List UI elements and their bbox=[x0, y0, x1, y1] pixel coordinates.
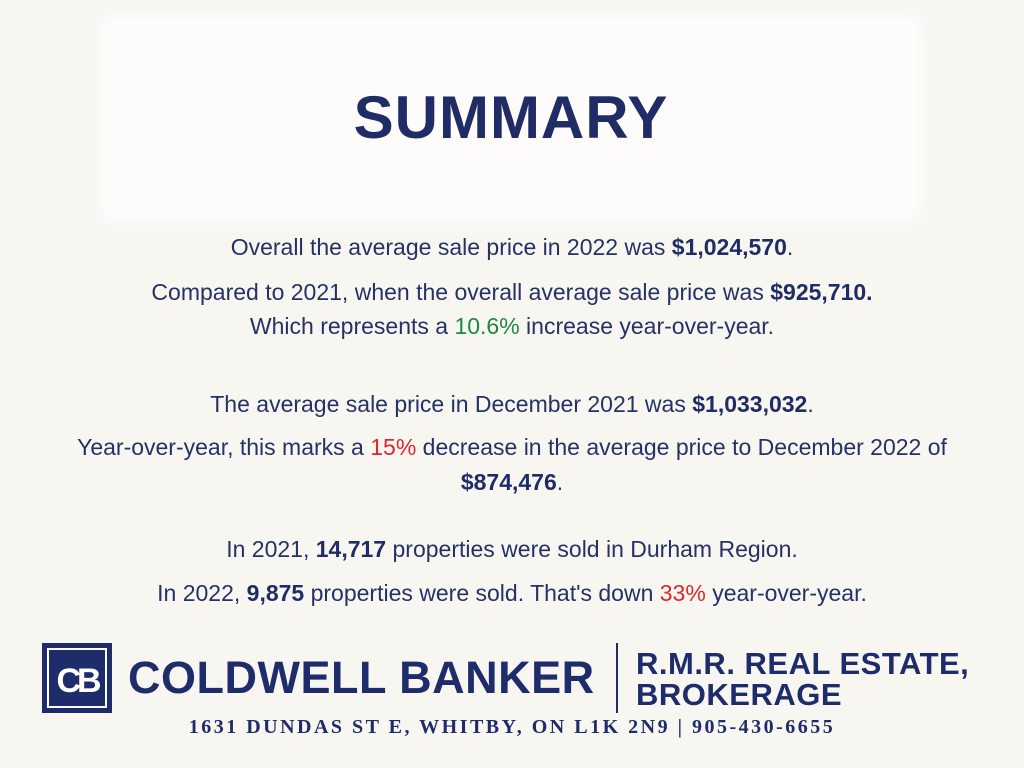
percent-increase: 10.6% bbox=[454, 313, 520, 339]
text: properties were sold. That's down bbox=[304, 580, 660, 606]
percent-decrease: 33% bbox=[659, 580, 706, 606]
brokerage: BROKERAGE bbox=[636, 677, 843, 712]
text: Overall the average sale price in 2022 w… bbox=[230, 234, 672, 260]
text: . bbox=[556, 469, 564, 495]
paragraph: Compared to 2021, when the overall avera… bbox=[32, 275, 992, 310]
paragraph: In 2022, 9,875 properties were sold. Tha… bbox=[32, 576, 992, 611]
brand: COLDWELL BANKER bbox=[128, 652, 595, 703]
text: increase year-over-year. bbox=[519, 313, 775, 339]
amount: $1,033,032 bbox=[692, 391, 808, 417]
count: 14,717 bbox=[315, 536, 387, 562]
title-box: SUMMARY bbox=[110, 25, 912, 212]
text: year-over-year. bbox=[705, 580, 867, 606]
paragraph: The average sale price in December 2021 … bbox=[32, 387, 992, 422]
count: 9,875 bbox=[246, 580, 305, 606]
text: In 2022, bbox=[157, 580, 247, 606]
logo: CB bbox=[42, 643, 112, 713]
text: In 2021, bbox=[226, 536, 316, 562]
text: . bbox=[807, 391, 814, 417]
text: decrease in the average price to Decembe… bbox=[416, 434, 947, 460]
paragraph: Overall the average sale price in 2022 w… bbox=[32, 230, 992, 265]
text: Which represents a bbox=[249, 313, 455, 339]
percent-decrease: 15% bbox=[370, 434, 417, 460]
paragraph: Which represents a 10.6% increase year-o… bbox=[32, 309, 992, 344]
brokerage: R.M.R. REAL ESTATE, bbox=[636, 646, 970, 681]
text: . bbox=[786, 234, 794, 260]
address: 1631 DUNDAS ST E, WHITBY, ON L1K 2N9 | 9… bbox=[188, 716, 836, 738]
amount: $1,024,570 bbox=[671, 234, 787, 260]
amount: $925,710. bbox=[770, 279, 873, 305]
text: properties were sold in Durham Region. bbox=[386, 536, 798, 562]
paragraph: In 2021, 14,717 properties were sold in … bbox=[32, 532, 992, 567]
text: The average sale price in December 2021 … bbox=[210, 391, 693, 417]
text: Year-over-year, this marks a bbox=[77, 434, 371, 460]
amount: $874,476 bbox=[460, 469, 557, 495]
paragraph: Year-over-year, this marks a 15% decreas… bbox=[40, 430, 984, 500]
divider bbox=[616, 643, 618, 713]
title: SUMMARY bbox=[353, 84, 669, 151]
text: Compared to 2021, when the overall avera… bbox=[151, 279, 771, 305]
